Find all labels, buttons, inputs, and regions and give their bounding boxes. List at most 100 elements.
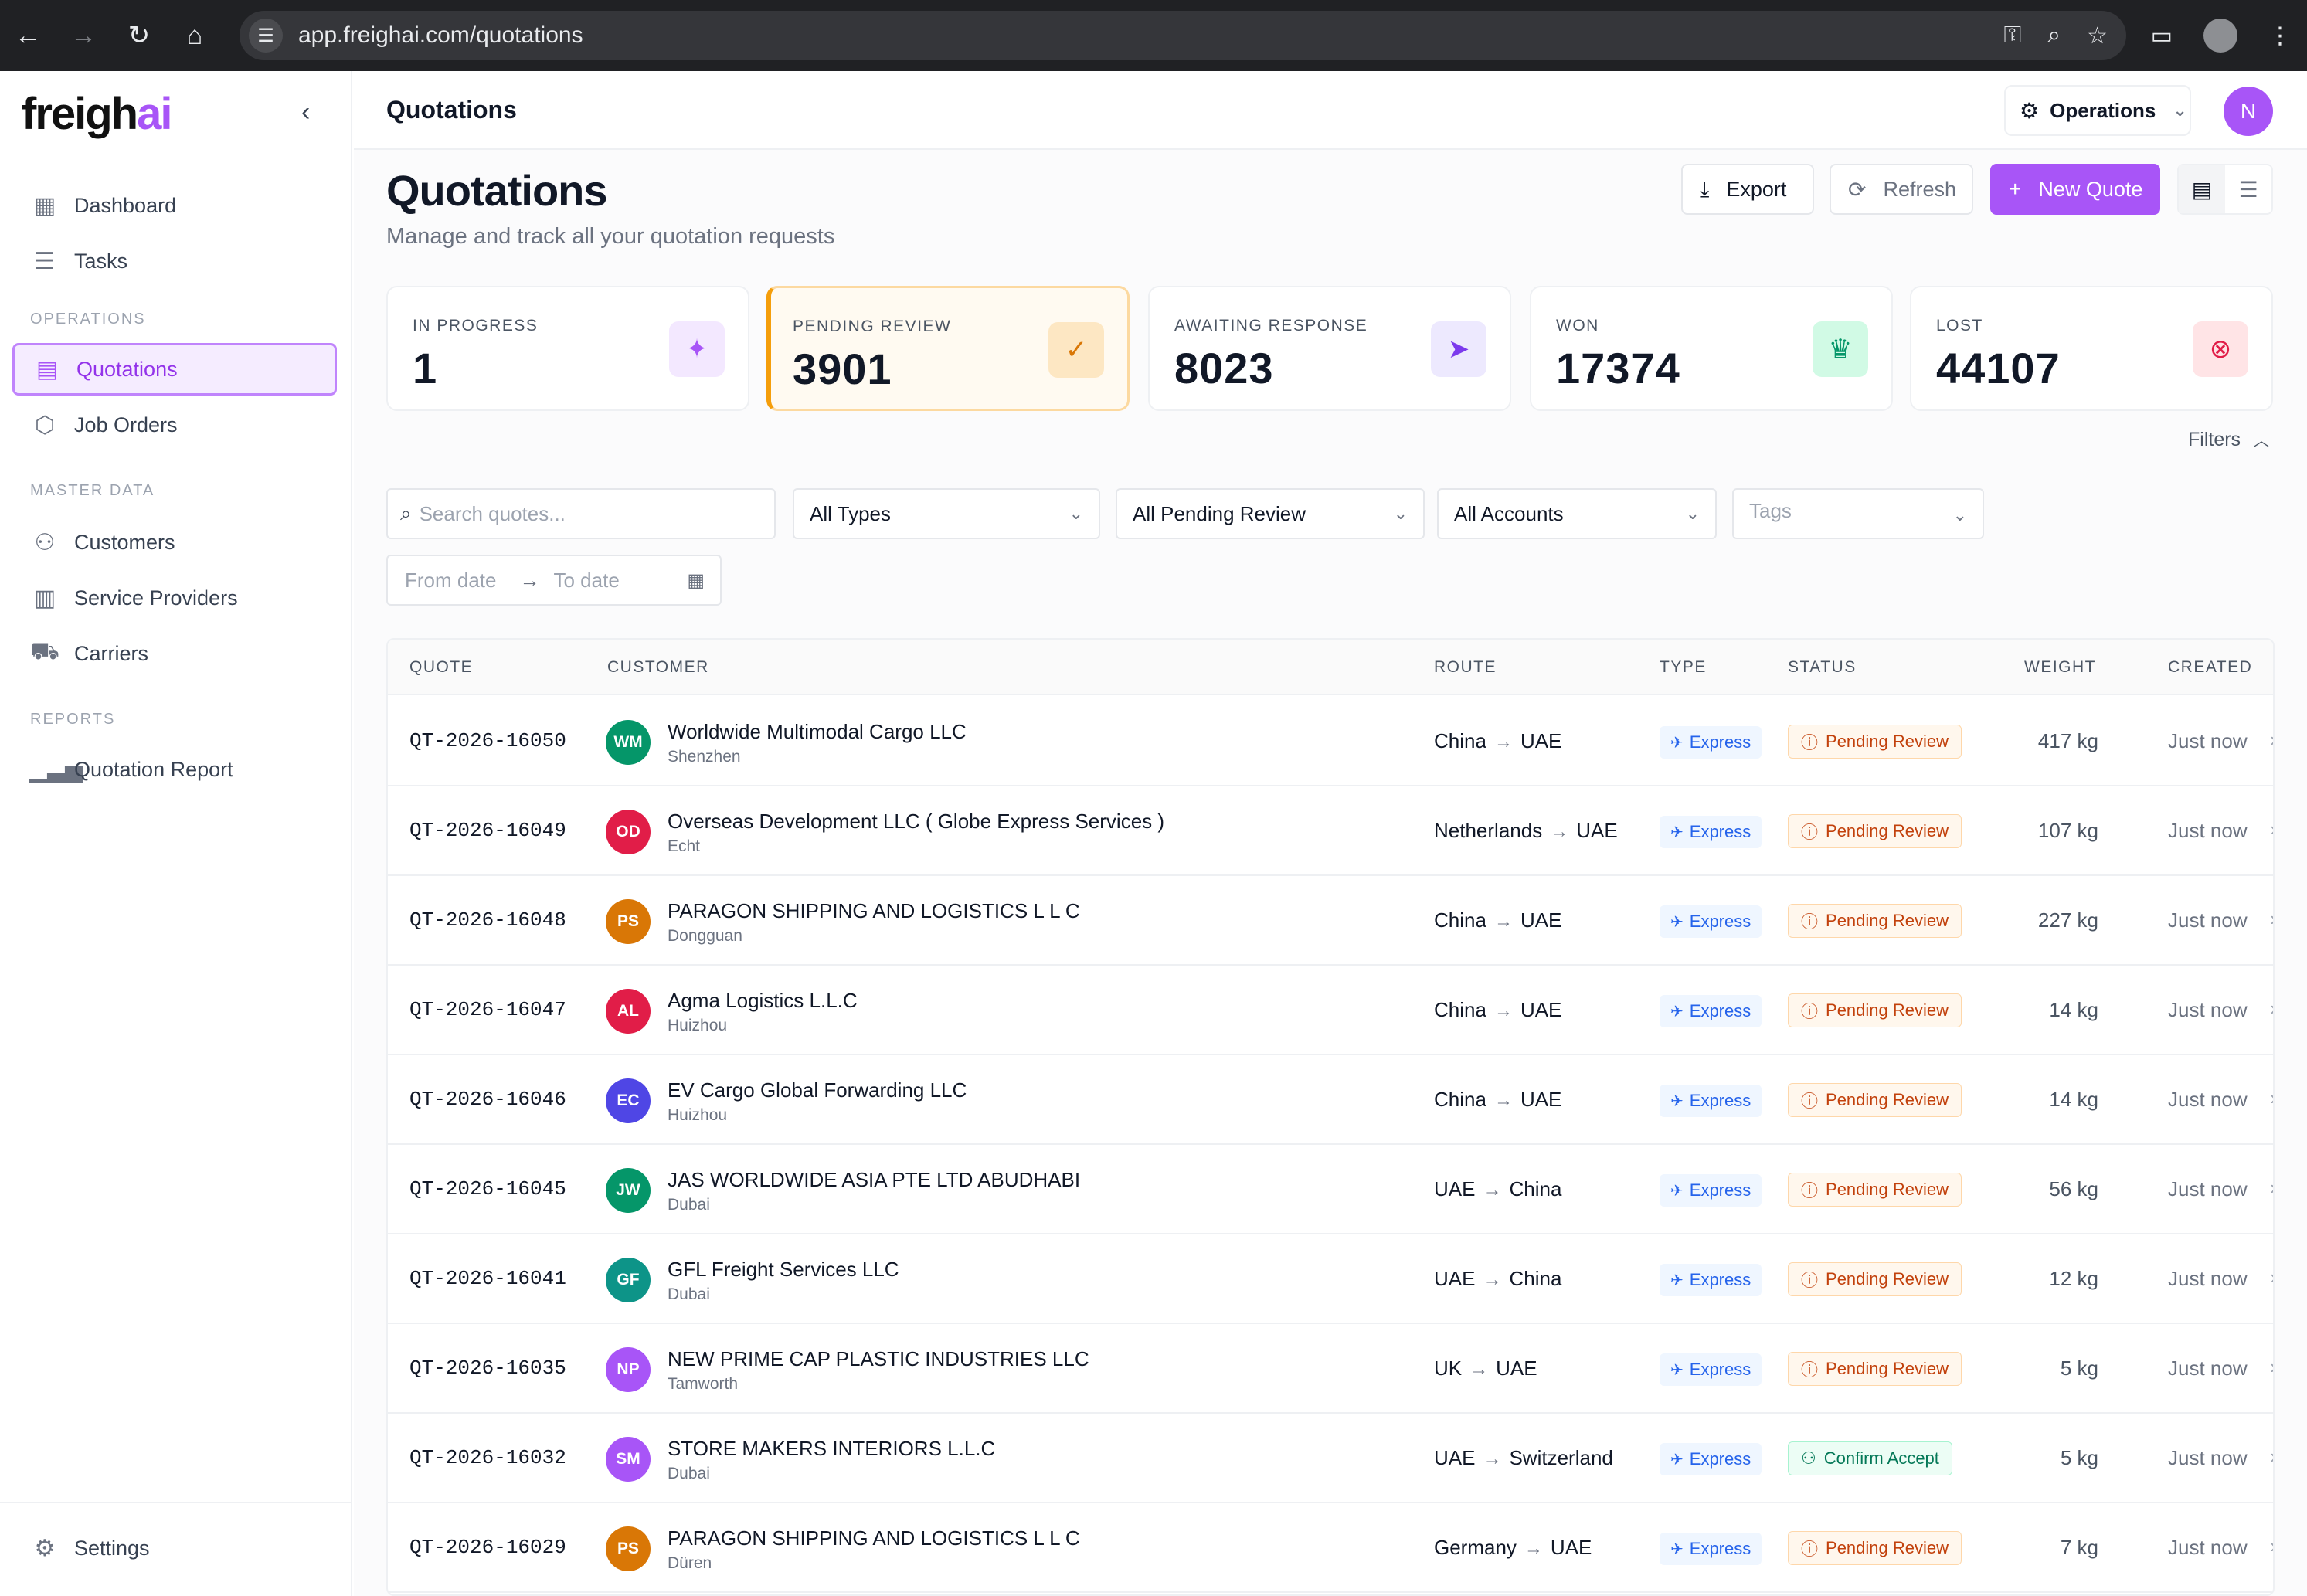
- table-row[interactable]: QT-2026-16029 PS PARAGON SHIPPING AND LO…: [388, 1503, 2273, 1593]
- stat-card-pending-review[interactable]: PENDING REVIEW 3901 ✓: [766, 286, 1130, 411]
- list-view-icon[interactable]: ☰: [2238, 177, 2258, 202]
- chevron-right-icon[interactable]: ›: [2270, 1445, 2273, 1469]
- column-header-customer[interactable]: CUSTOMER: [607, 658, 709, 676]
- table-row[interactable]: QT-2026-16049 OD Overseas Development LL…: [388, 786, 2273, 876]
- accounts-select[interactable]: All Accounts ⌄: [1437, 488, 1717, 539]
- new-quote-button[interactable]: + New Quote: [1990, 164, 2160, 215]
- column-header-quote[interactable]: QUOTE: [409, 658, 474, 676]
- sidebar-item-quotations[interactable]: ▤ Quotations: [12, 343, 337, 396]
- stat-label: WON: [1556, 317, 1599, 334]
- collapse-sidebar-icon[interactable]: ‹: [301, 97, 311, 127]
- route-destination: Switzerland: [1509, 1446, 1613, 1469]
- quote-id[interactable]: QT-2026-16029: [409, 1536, 566, 1559]
- chevron-right-icon[interactable]: ›: [2270, 728, 2273, 752]
- search-input[interactable]: [419, 501, 729, 526]
- calendar-icon[interactable]: ▦: [687, 569, 705, 591]
- to-date-input[interactable]: To date: [553, 568, 620, 592]
- table-row[interactable]: QT-2026-16032 SM STORE MAKERS INTERIORS …: [388, 1414, 2273, 1503]
- reload-icon[interactable]: ↻: [127, 21, 151, 50]
- card-view-icon[interactable]: ▤: [2179, 165, 2225, 213]
- key-icon[interactable]: ⚿: [2003, 22, 2022, 48]
- stat-card-awaiting-response[interactable]: AWAITING RESPONSE 8023 ➤: [1148, 286, 1511, 411]
- customer-name[interactable]: Worldwide Multimodal Cargo LLC: [668, 720, 967, 743]
- type-select[interactable]: All Types ⌄: [793, 488, 1100, 539]
- table-row[interactable]: QT-2026-16045 JW JAS WORLDWIDE ASIA PTE …: [388, 1145, 2273, 1234]
- quote-id[interactable]: QT-2026-16041: [409, 1267, 566, 1290]
- status-badge: ⓘ Pending Review: [1788, 814, 1962, 848]
- date-range-picker[interactable]: From date → To date ▦: [386, 555, 722, 606]
- back-arrow-icon[interactable]: ←: [15, 20, 41, 50]
- plane-icon: ✈: [1670, 1361, 1684, 1379]
- status-select[interactable]: All Pending Review ⌄: [1116, 488, 1425, 539]
- star-icon[interactable]: ☆: [2087, 22, 2108, 49]
- table-row[interactable]: QT-2026-16048 PS PARAGON SHIPPING AND LO…: [388, 876, 2273, 966]
- table-row[interactable]: QT-2026-16046 EC EV Cargo Global Forward…: [388, 1055, 2273, 1145]
- customer-name[interactable]: Agma Logistics L.L.C: [668, 989, 858, 1012]
- user-avatar[interactable]: N: [2224, 87, 2273, 136]
- chevron-right-icon[interactable]: ›: [2270, 1265, 2273, 1289]
- sidebar-item-job-orders[interactable]: ⬡ Job Orders: [12, 399, 337, 451]
- chevron-right-icon[interactable]: ›: [2270, 997, 2273, 1020]
- customer-name[interactable]: NEW PRIME CAP PLASTIC INDUSTRIES LLC: [668, 1347, 1089, 1370]
- route: Netherlands → UAE: [1434, 819, 1618, 843]
- table-row[interactable]: QT-2026-16041 GF GFL Freight Services LL…: [388, 1234, 2273, 1324]
- page-subtitle: Manage and track all your quotation requ…: [386, 224, 835, 249]
- logo[interactable]: freighai: [22, 88, 173, 140]
- refresh-button[interactable]: ⟳ Refresh: [1830, 164, 1973, 215]
- column-header-created[interactable]: CREATED: [2168, 658, 2253, 676]
- quote-id[interactable]: QT-2026-16046: [409, 1088, 566, 1111]
- column-header-type[interactable]: TYPE: [1660, 658, 1707, 676]
- customer-name[interactable]: STORE MAKERS INTERIORS L.L.C: [668, 1437, 996, 1460]
- sidebar-item-dashboard[interactable]: ▦ Dashboard: [12, 179, 337, 232]
- chevron-right-icon[interactable]: ›: [2270, 1086, 2273, 1110]
- quote-id[interactable]: QT-2026-16048: [409, 908, 566, 932]
- chevron-right-icon[interactable]: ›: [2270, 1176, 2273, 1200]
- sidebar-item-tasks[interactable]: ☰ Tasks: [12, 235, 337, 287]
- chevron-right-icon[interactable]: ›: [2270, 1534, 2273, 1558]
- menu-dots-icon[interactable]: ⋮: [2268, 22, 2292, 49]
- table-row[interactable]: QT-2026-16047 AL Agma Logistics L.L.C Hu…: [388, 966, 2273, 1055]
- url-text[interactable]: app.freighai.com/quotations: [298, 22, 583, 48]
- table-row[interactable]: QT-2026-16035 NP NEW PRIME CAP PLASTIC I…: [388, 1324, 2273, 1414]
- customer-name[interactable]: PARAGON SHIPPING AND LOGISTICS L L C: [668, 899, 1080, 922]
- customer-name[interactable]: EV Cargo Global Forwarding LLC: [668, 1078, 967, 1102]
- quote-id[interactable]: QT-2026-16049: [409, 819, 566, 842]
- sidebar-item-carriers[interactable]: ⛟ Carriers: [12, 627, 337, 680]
- customer-name[interactable]: GFL Freight Services LLC: [668, 1258, 899, 1281]
- sidebar-item-settings[interactable]: ⚙ Settings: [12, 1522, 337, 1574]
- quote-id[interactable]: QT-2026-16045: [409, 1177, 566, 1200]
- table-row[interactable]: QT-2026-16050 WM Worldwide Multimodal Ca…: [388, 697, 2273, 786]
- quote-id[interactable]: QT-2026-16050: [409, 729, 566, 752]
- address-bar[interactable]: ☰ app.freighai.com/quotations ⚿ ⌕ ☆: [240, 11, 2126, 60]
- stat-card-in-progress[interactable]: IN PROGRESS 1 ✦: [386, 286, 749, 411]
- home-icon[interactable]: ⌂: [186, 20, 203, 50]
- export-button[interactable]: ⤓ Export: [1681, 164, 1814, 215]
- column-header-route[interactable]: ROUTE: [1434, 658, 1497, 676]
- stat-card-won[interactable]: WON 17374 ♛: [1530, 286, 1893, 411]
- quote-id[interactable]: QT-2026-16032: [409, 1446, 566, 1469]
- workspace-select[interactable]: ⚙ Operations ⌄: [2004, 85, 2191, 136]
- cast-icon[interactable]: ▭: [2150, 22, 2173, 49]
- chevron-right-icon[interactable]: ›: [2270, 1355, 2273, 1379]
- zoom-icon[interactable]: ⌕: [2047, 22, 2061, 48]
- column-header-weight[interactable]: WEIGHT: [2024, 658, 2096, 676]
- filters-toggle[interactable]: Filters ︿: [2188, 428, 2269, 451]
- chevron-right-icon[interactable]: ›: [2270, 817, 2273, 841]
- site-settings-icon[interactable]: ☰: [249, 19, 283, 53]
- customer-name[interactable]: Overseas Development LLC ( Globe Express…: [668, 810, 1165, 833]
- chevron-right-icon[interactable]: ›: [2270, 907, 2273, 931]
- profile-icon[interactable]: [2203, 19, 2237, 53]
- customer-name[interactable]: JAS WORLDWIDE ASIA PTE LTD ABUDHABI: [668, 1168, 1081, 1191]
- column-header-status[interactable]: STATUS: [1788, 658, 1857, 676]
- tags-select[interactable]: Tags ⌄: [1732, 488, 1984, 539]
- forward-arrow-icon[interactable]: →: [70, 20, 97, 50]
- from-date-input[interactable]: From date: [405, 568, 497, 592]
- quote-id[interactable]: QT-2026-16035: [409, 1357, 566, 1380]
- sidebar-item-service-providers[interactable]: ▥ Service Providers: [12, 572, 337, 624]
- status-badge: ⓘ Pending Review: [1788, 1531, 1962, 1565]
- customer-name[interactable]: PARAGON SHIPPING AND LOGISTICS L L C: [668, 1526, 1080, 1550]
- stat-card-lost[interactable]: LOST 44107 ⊗: [1910, 286, 2273, 411]
- sidebar-item-quotation-report[interactable]: ▁▃▅ Quotation Report: [12, 743, 337, 796]
- sidebar-item-customers[interactable]: ⚇ Customers: [12, 516, 337, 569]
- quote-id[interactable]: QT-2026-16047: [409, 998, 566, 1021]
